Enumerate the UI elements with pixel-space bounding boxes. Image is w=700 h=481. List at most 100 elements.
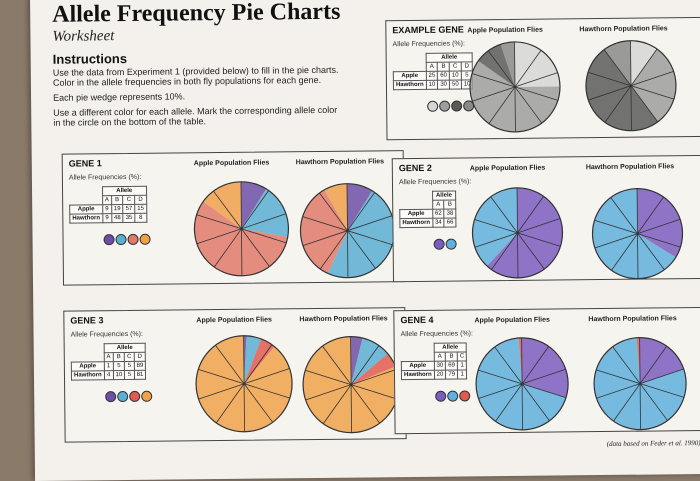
- allele-letter: A: [102, 196, 111, 205]
- gene-title: GENE 1: [69, 158, 102, 168]
- allele-letter: B: [438, 62, 450, 71]
- allele-color-circle: [459, 390, 470, 401]
- apple-population-header: Apple Population Flies: [474, 317, 550, 325]
- allele-letter: D: [135, 195, 147, 204]
- frequency-value: 10: [449, 71, 461, 80]
- frequency-value: 81: [134, 370, 146, 379]
- frequency-value: 66: [444, 218, 456, 227]
- instructions-line: Color in the allele frequencies in both …: [53, 74, 373, 87]
- hawthorn-population-pie: [301, 334, 402, 435]
- apple-population-pie: [470, 185, 565, 280]
- allele-letter: A: [104, 353, 113, 362]
- frequency-value: 10: [113, 371, 125, 380]
- instructions-line: in the circle on the bottom of the table…: [53, 114, 373, 127]
- hawthorn-population-pie: [583, 38, 678, 133]
- allele-letter: B: [446, 352, 458, 361]
- allele-color-key: [435, 390, 470, 401]
- hawthorn-population-header: Hawthorn Population Flies: [588, 315, 676, 323]
- allele-color-circle: [427, 101, 438, 112]
- hawthorn-population-header: Hawthorn Population Flies: [296, 158, 384, 166]
- hawthorn-population-header: Hawthorn Population Flies: [586, 163, 674, 171]
- allele-color-circle: [435, 391, 446, 402]
- allele-letter: B: [113, 353, 125, 362]
- allele-letter: D: [134, 352, 146, 361]
- apple-row-label: Apple: [71, 362, 104, 371]
- allele-header: Allele: [102, 186, 146, 195]
- allele-letter: B: [444, 200, 456, 209]
- frequency-value: 79: [446, 370, 458, 379]
- frequency-value: 1: [457, 370, 466, 379]
- frequency-value: 60: [438, 71, 450, 80]
- allele-color-circle: [447, 391, 458, 402]
- page-subtitle: Worksheet: [52, 28, 114, 46]
- hawthorn-row-label: Hawthorn: [70, 214, 103, 223]
- frequency-value: 62: [432, 209, 444, 218]
- frequency-value: 20: [434, 370, 446, 379]
- frequency-value: 4: [104, 371, 113, 380]
- allele-color-key: [434, 239, 457, 250]
- apple-population-header: Apple Population Flies: [470, 165, 546, 173]
- wedge-line: [351, 385, 352, 433]
- apple-row-label: Apple: [400, 209, 433, 218]
- apple-row-label: Apple: [393, 71, 426, 80]
- frequency-value: 5: [125, 370, 134, 379]
- frequency-value: 1: [457, 361, 466, 370]
- allele-color-circle: [446, 239, 457, 250]
- page-title: Allele Frequency Pie Charts: [52, 0, 340, 29]
- instructions-line: Each pie wedge represents 10%.: [53, 89, 373, 102]
- hawthorn-row-label: Hawthorn: [393, 80, 426, 89]
- apple-population-header: Apple Population Flies: [194, 160, 270, 168]
- allele-color-circle: [105, 391, 116, 402]
- hawthorn-population-pie: [298, 181, 397, 280]
- frequency-value: 9: [102, 205, 111, 214]
- frequency-value: 57: [123, 204, 135, 213]
- hawthorn-row-label: Hawthorn: [401, 370, 434, 379]
- hawthorn-population-pie: [592, 335, 689, 432]
- frequency-value: 34: [433, 218, 445, 227]
- gene-title: GENE 4: [400, 315, 433, 325]
- gene-title: GENE 2: [399, 163, 432, 173]
- apple-population-pie: [474, 335, 571, 432]
- hawthorn-row-label: Hawthorn: [400, 218, 433, 227]
- allele-color-circle: [439, 101, 450, 112]
- allele-frequencies-label: Allele Frequencies (%):: [399, 178, 471, 186]
- worksheet-page: Allele Frequency Pie Charts Worksheet In…: [30, 0, 700, 481]
- wedge-line: [244, 384, 245, 432]
- apple-population-header: Apple Population Flies: [467, 27, 543, 35]
- allele-letter: A: [432, 200, 444, 209]
- allele-letter: C: [457, 352, 466, 361]
- allele-frequencies-label: Allele Frequencies (%):: [69, 174, 141, 182]
- gene-title: GENE 3: [70, 315, 103, 325]
- allele-header: Allele: [432, 191, 455, 200]
- allele-color-circle: [141, 391, 152, 402]
- frequency-value: 35: [123, 213, 135, 222]
- frequency-value: 1: [104, 362, 113, 371]
- hawthorn-population-header: Hawthorn Population Flies: [579, 25, 667, 33]
- allele-letter: B: [111, 196, 123, 205]
- allele-letter: A: [434, 352, 446, 361]
- frequency-value: 25: [426, 71, 438, 80]
- apple-population-pie: [467, 39, 562, 134]
- apple-population-pie: [194, 333, 295, 434]
- allele-header: Allele: [426, 53, 473, 62]
- data-source-note: (data based on Feder et al. 1990): [607, 439, 700, 448]
- frequency-value: 5: [125, 361, 134, 370]
- instructions-heading: Instructions: [53, 51, 128, 67]
- allele-frequencies-label: Allele Frequencies (%):: [401, 330, 473, 338]
- allele-color-circle: [103, 234, 114, 245]
- allele-frequencies-label: Allele Frequencies (%):: [392, 40, 464, 48]
- frequency-value: 50: [449, 80, 461, 89]
- allele-header: Allele: [434, 343, 467, 352]
- wedge-line: [351, 337, 352, 385]
- hawthorn-population-header: Hawthorn Population Flies: [299, 315, 387, 323]
- allele-color-key: [103, 234, 150, 245]
- frequency-value: 30: [438, 80, 450, 89]
- allele-color-circle: [139, 234, 150, 245]
- hawthorn-row-label: Hawthorn: [71, 371, 104, 380]
- apple-population-header: Apple Population Flies: [196, 316, 272, 324]
- frequency-value: 89: [134, 361, 146, 370]
- allele-color-circle: [129, 391, 140, 402]
